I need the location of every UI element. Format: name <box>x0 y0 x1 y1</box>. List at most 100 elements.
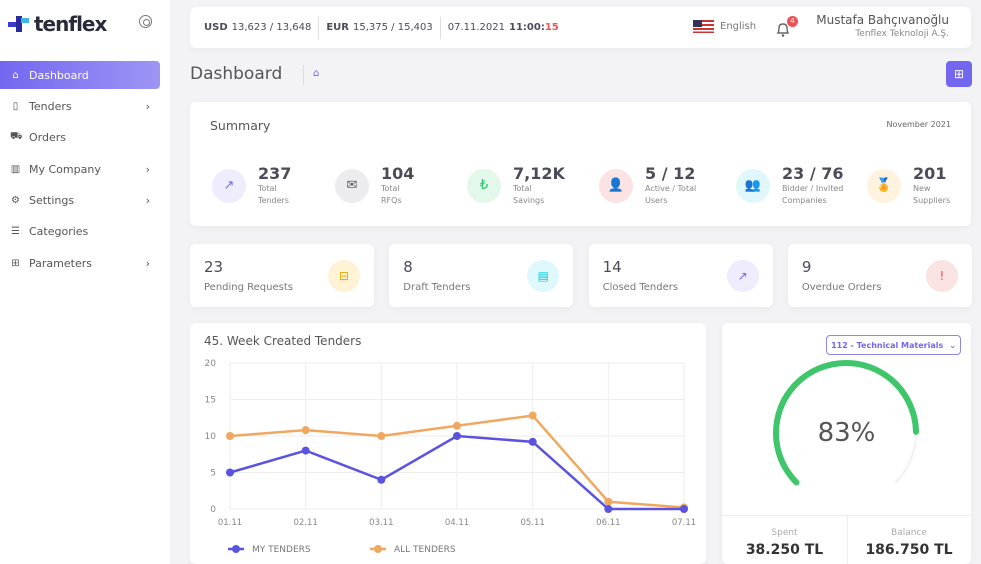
card-label: Overdue Orders <box>801 282 882 293</box>
card-value: 8 <box>403 258 413 276</box>
chevron-right-icon: › <box>145 194 150 208</box>
data-point[interactable] <box>226 468 234 477</box>
stat-label: Bidder / Invited <box>782 184 844 193</box>
language-selector[interactable]: English <box>693 20 756 33</box>
metric-card-overdue-orders[interactable]: 9 Overdue Orders! <box>787 244 972 307</box>
alert-circle-icon: ! <box>925 260 958 292</box>
spent-label: Spent <box>771 528 798 538</box>
budget-gauge <box>773 360 919 486</box>
gauge-fill <box>773 360 919 486</box>
sidebar-item-dashboard[interactable]: ⌂ Dashboard <box>0 61 160 89</box>
sidebar-item-label: Orders <box>29 131 66 145</box>
data-point[interactable] <box>528 411 537 420</box>
y-tick-label: 15 <box>205 396 216 406</box>
sidebar-item-my-company[interactable]: ▥ My Company › <box>0 155 160 183</box>
card-value: 23 <box>204 258 224 276</box>
data-point[interactable] <box>301 446 310 455</box>
chevron-right-icon: › <box>145 256 150 270</box>
data-point[interactable] <box>301 426 310 435</box>
y-tick-label: 10 <box>205 432 217 442</box>
legend-label[interactable]: MY TENDERS <box>252 545 311 555</box>
sidebar-item-settings[interactable]: ⚙ Settings › <box>0 187 160 215</box>
sidebar-item-orders[interactable]: ⛟ Orders <box>0 124 160 152</box>
sidebar-toggle-icon[interactable] <box>139 15 152 28</box>
sidebar-item-label: My Company <box>29 162 101 176</box>
award-icon: 🏅 <box>867 168 901 203</box>
legend-label[interactable]: ALL TENDERS <box>394 545 456 555</box>
data-point[interactable] <box>377 432 386 440</box>
metric-card-draft-tenders[interactable]: 8 Draft Tenders ▤ <box>389 244 574 307</box>
balance-label: Balance <box>891 528 927 538</box>
card-label: Draft Tenders <box>403 282 471 293</box>
stat-value: 104 <box>381 164 415 183</box>
data-point[interactable] <box>604 505 613 513</box>
legend-marker <box>374 545 382 553</box>
data-point[interactable] <box>604 497 613 506</box>
language-label: English <box>720 21 757 32</box>
summary-title: Summary <box>210 118 271 133</box>
notifications-button[interactable]: 4 <box>776 16 798 37</box>
card-label: Closed Tenders <box>602 282 679 293</box>
truck-icon: ⛟ <box>10 131 23 143</box>
breadcrumb-home-icon[interactable]: ⌂ <box>313 68 320 79</box>
data-point[interactable] <box>453 421 461 430</box>
sidebar-item-categories[interactable]: ☰ Categories <box>0 218 160 246</box>
data-point[interactable] <box>453 432 461 440</box>
users-icon: 👥 <box>736 168 770 203</box>
legend-marker <box>232 545 240 553</box>
data-point[interactable] <box>226 432 234 440</box>
grid-icon: ⊞ <box>953 67 965 81</box>
x-tick-label: 07.11 <box>672 518 696 528</box>
card-value: 9 <box>801 258 812 276</box>
brand-name: tenflex <box>34 12 107 36</box>
sidebar-item-parameters[interactable]: ⊞ Parameters › <box>0 249 160 277</box>
topbar: USD 13,623 / 13,648 EUR 15,375 / 15,403 07… <box>190 7 971 48</box>
stat-label: Total <box>381 184 400 193</box>
layout-grid-button[interactable]: ⊞ <box>946 61 972 87</box>
chevron-right-icon: › <box>145 162 150 176</box>
user-icon: 👤 <box>599 168 633 203</box>
category-dropdown[interactable]: 112 - Technical Materials ⌄ <box>826 335 961 355</box>
logo[interactable]: tenflex <box>8 12 107 36</box>
bell-icon <box>776 23 790 37</box>
data-point[interactable] <box>377 475 386 484</box>
budget-card: 112 - Technical Materials ⌄ 83% Spent 38.… <box>722 323 971 564</box>
sidebar-item-tenders[interactable]: ▯ Tenders › <box>0 92 160 120</box>
summary-stat: 👥 23 / 76 Bidder / Invited Companies <box>736 164 844 207</box>
stat-value: 201 <box>913 164 947 183</box>
sidebar-nav: ⌂ Dashboard ▯ Tenders › ⛟ Orders ▥ My Company › ⚙ S… <box>0 61 160 281</box>
mail-icon: ✉ <box>335 168 369 203</box>
building-icon: ▥ <box>10 163 21 175</box>
us-flag-icon <box>693 20 714 33</box>
time: 11:00: <box>508 22 545 33</box>
data-point[interactable] <box>680 505 688 513</box>
stat-label: Savings <box>513 196 545 205</box>
stat-label: RFQs <box>381 196 402 205</box>
data-point[interactable] <box>528 437 537 446</box>
chevron-down-icon: ⌄ <box>949 340 956 350</box>
clipboard-icon: ▯ <box>12 100 19 112</box>
y-tick-label: 20 <box>205 359 217 369</box>
user-menu[interactable]: Mustafa Bahçıvanoğlu Tenflex Teknoloji A… <box>816 13 949 39</box>
stat-label: Active / Total <box>645 184 697 193</box>
sidebar-item-label: Categories <box>29 225 89 239</box>
summary-card: Summary November 2021 ↗ 237 Total Tenders ✉ 1… <box>190 102 971 226</box>
metric-card-closed-tenders[interactable]: 14 Closed Tenders ↗ <box>588 244 773 307</box>
usd-rate: 13,623 / 13,648 <box>231 22 312 33</box>
stat-label: Tenders <box>258 196 289 205</box>
x-tick-label: 02.11 <box>293 518 317 528</box>
y-tick-label: 0 <box>210 505 216 515</box>
stat-value: 23 / 76 <box>782 164 844 183</box>
stat-label: New <box>913 184 931 193</box>
sidebar-item-label: Tenders <box>29 99 72 113</box>
sidebar-item-label: Settings <box>29 194 75 208</box>
balance-value: 186.750 TL <box>865 542 953 558</box>
usd-label: USD <box>204 22 228 33</box>
stat-label: Users <box>645 196 668 205</box>
trending-up-icon: ↗ <box>212 168 246 203</box>
home-icon: ⌂ <box>12 69 19 81</box>
metric-card-pending-requests[interactable]: 23 Pending Requests ⊟ <box>190 244 374 307</box>
summary-stat: ₺ 7,12K Total Savings <box>467 164 565 207</box>
sidebar-item-label: Parameters <box>29 256 92 270</box>
notification-badge: 4 <box>787 16 798 27</box>
